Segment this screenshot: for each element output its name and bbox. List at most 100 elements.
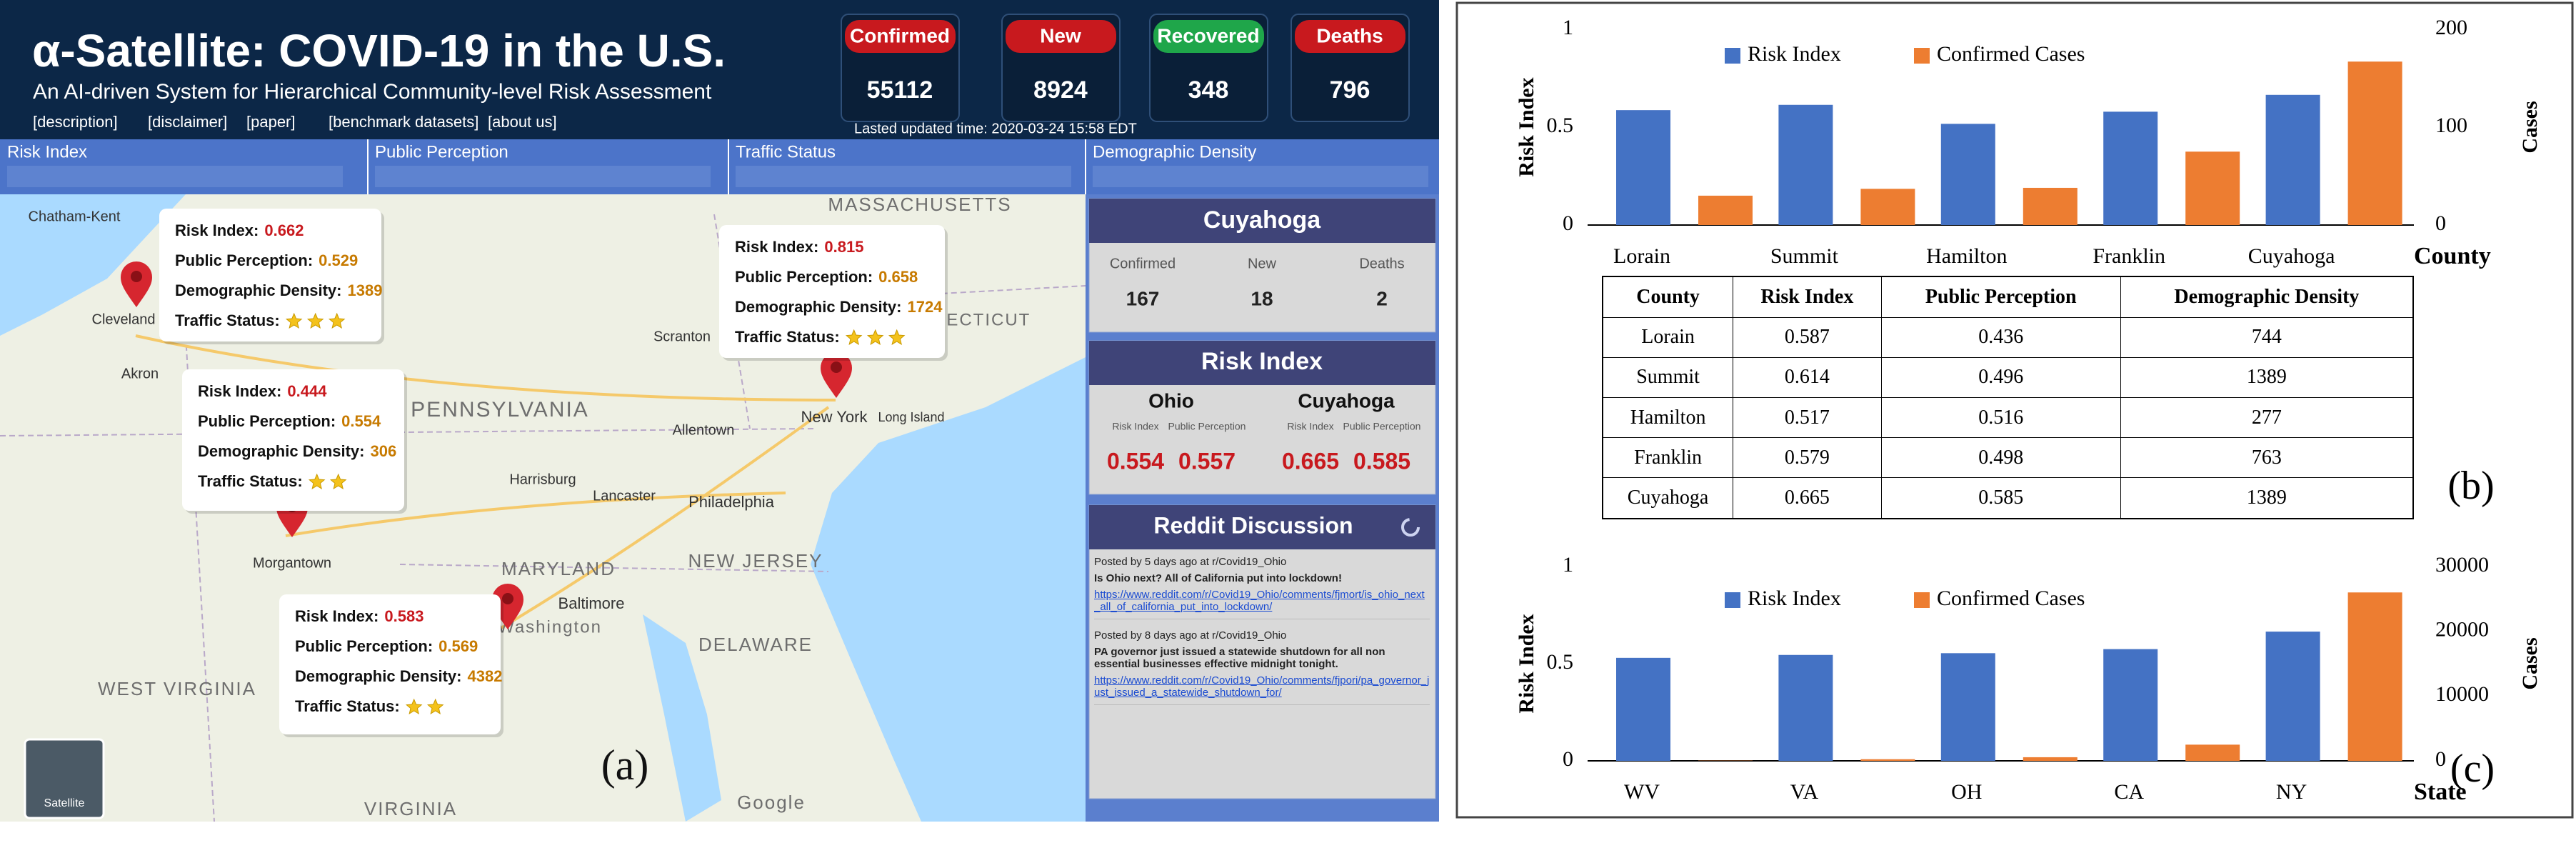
x-tick-label: CA bbox=[2114, 780, 2144, 804]
legend-title: Demographic Density bbox=[1093, 142, 1256, 161]
header-link[interactable]: [benchmark datasets] bbox=[329, 113, 478, 131]
post-link[interactable]: https://www.reddit.com/r/Covid19_Ohio/co… bbox=[1094, 589, 1425, 613]
popup-field: Traffic Status: bbox=[175, 311, 280, 329]
risk-value: 0.554 bbox=[1107, 448, 1164, 474]
bar bbox=[1860, 189, 1915, 225]
popup-value: 306 bbox=[371, 442, 397, 460]
bar bbox=[1616, 657, 1670, 761]
bar bbox=[2023, 187, 2078, 225]
table-cell: Cuyahoga bbox=[1602, 477, 1734, 519]
legend-desc bbox=[1093, 166, 1428, 187]
map-label: Philadelphia bbox=[688, 493, 775, 511]
legend-label: Confirmed Cases bbox=[1937, 42, 2085, 66]
popup-field: Public Perception: bbox=[198, 412, 336, 430]
table-row: Summit 0.614 0.496 1389 bbox=[1602, 356, 2414, 398]
bay bbox=[643, 614, 721, 822]
reddit-card bbox=[1088, 504, 1436, 799]
legend-title: Risk Index bbox=[7, 142, 87, 161]
table-cell: 0.579 bbox=[1733, 437, 1882, 479]
state-border bbox=[185, 335, 215, 822]
reddit-posts: Posted by 5 days ago at r/Covid19_Ohio Is… bbox=[1094, 556, 1430, 793]
x-tick-label: Lorain bbox=[1613, 244, 1670, 268]
header-link[interactable]: [description] bbox=[33, 113, 118, 131]
table-cell: 0.436 bbox=[1880, 316, 2121, 358]
bar bbox=[2023, 757, 2078, 761]
card-label: Public Perception bbox=[1343, 421, 1421, 432]
popup-field: Risk Index: bbox=[175, 221, 259, 239]
x-tick-label: Cuyahoga bbox=[2248, 244, 2335, 268]
satellite-toggle[interactable] bbox=[24, 738, 105, 819]
x-tick-label: Hamilton bbox=[1926, 244, 2007, 268]
bar bbox=[2347, 592, 2402, 761]
popup-value: 0.444 bbox=[287, 382, 327, 400]
panel-label: (b) bbox=[2447, 464, 2494, 508]
y-axis-label: Risk Index bbox=[1515, 77, 1538, 176]
risk-value: 0.665 bbox=[1282, 448, 1339, 474]
popup bbox=[279, 594, 501, 734]
reddit-card-header bbox=[1089, 505, 1435, 549]
popup-field: Demographic Density: bbox=[198, 442, 365, 460]
x-tick-label: OH bbox=[1951, 780, 1982, 804]
popup bbox=[182, 369, 404, 511]
popup-value: 4382 bbox=[468, 667, 503, 685]
popup-value: 1389 bbox=[348, 281, 383, 299]
table-cell: Lorain bbox=[1602, 316, 1734, 358]
y2-tick-label: 100 bbox=[2435, 114, 2467, 137]
bar bbox=[2265, 632, 2320, 761]
table-cell: Hamilton bbox=[1602, 396, 1734, 439]
stat-label: Recovered bbox=[1157, 24, 1259, 46]
map-label: Long Island bbox=[878, 410, 944, 424]
group-name: Cuyahoga bbox=[1298, 389, 1395, 411]
header-link[interactable]: [about us] bbox=[488, 113, 557, 131]
table-header: Public Perception bbox=[1880, 276, 2121, 318]
map-label: Chatham-Kent bbox=[29, 209, 121, 224]
table-row: Cuyahoga 0.665 0.585 1389 bbox=[1602, 477, 2414, 519]
map-label: Akron bbox=[121, 366, 159, 381]
state-border bbox=[821, 285, 1086, 301]
table-cell: Summit bbox=[1602, 356, 1734, 398]
lake bbox=[0, 194, 186, 336]
refresh-icon[interactable] bbox=[1401, 518, 1420, 537]
map-label: Baltimore bbox=[558, 594, 625, 612]
legend-label: Risk Index bbox=[1748, 587, 1841, 610]
legend-swatch bbox=[1725, 592, 1740, 608]
stat-label: Confirmed bbox=[850, 24, 950, 46]
y2-axis-label: Cases bbox=[2518, 637, 2542, 689]
bar bbox=[1940, 124, 1995, 225]
popup-field: Traffic Status: bbox=[198, 472, 303, 490]
card-label: Public Perception bbox=[1168, 421, 1246, 432]
map-pin-dot bbox=[131, 271, 142, 282]
map-label: VIRGINIA bbox=[364, 798, 457, 819]
map-label: Washington bbox=[498, 617, 602, 637]
card-label: Risk Index bbox=[1287, 421, 1333, 432]
map-pin-dot bbox=[502, 593, 513, 604]
popup-value: 0.658 bbox=[878, 268, 918, 286]
traffic-star bbox=[426, 698, 444, 714]
table-cell: 1389 bbox=[2120, 356, 2414, 398]
app-title: α-Satellite: COVID-19 in the U.S. bbox=[32, 25, 726, 76]
stat-label: Deaths bbox=[1316, 24, 1383, 46]
card-title: Cuyahoga bbox=[1203, 206, 1321, 234]
y2-tick-label: 20000 bbox=[2435, 618, 2489, 642]
x-tick-label: Franklin bbox=[2093, 244, 2165, 268]
map-label: PENNSYLVANIA bbox=[411, 398, 589, 422]
header-link[interactable]: [paper] bbox=[246, 113, 296, 131]
reddit-post: Posted by 8 days ago at r/Covid19_Ohio PA… bbox=[1094, 629, 1430, 705]
popup-value: 0.815 bbox=[824, 238, 863, 256]
table-cell: 0.587 bbox=[1733, 316, 1882, 358]
table-cell: 0.516 bbox=[1880, 396, 2121, 439]
table-cell: 0.517 bbox=[1733, 396, 1882, 439]
legend-title: Traffic Status bbox=[736, 142, 836, 161]
map-pin bbox=[821, 352, 852, 398]
popup-field: Risk Index: bbox=[735, 238, 818, 256]
header-link[interactable]: [disclaimer] bbox=[148, 113, 227, 131]
table-header: Demographic Density bbox=[2120, 276, 2414, 318]
map-label: WEST VIRGINIA bbox=[98, 678, 256, 699]
popup-field: Public Perception: bbox=[175, 251, 313, 269]
map-label: DELAWARE bbox=[698, 634, 813, 655]
bar bbox=[1698, 195, 1753, 225]
map-label: New York bbox=[801, 408, 868, 426]
state-border bbox=[399, 564, 829, 572]
traffic-star bbox=[306, 312, 324, 329]
post-link[interactable]: https://www.reddit.com/r/Covid19_Ohio/co… bbox=[1094, 674, 1430, 699]
